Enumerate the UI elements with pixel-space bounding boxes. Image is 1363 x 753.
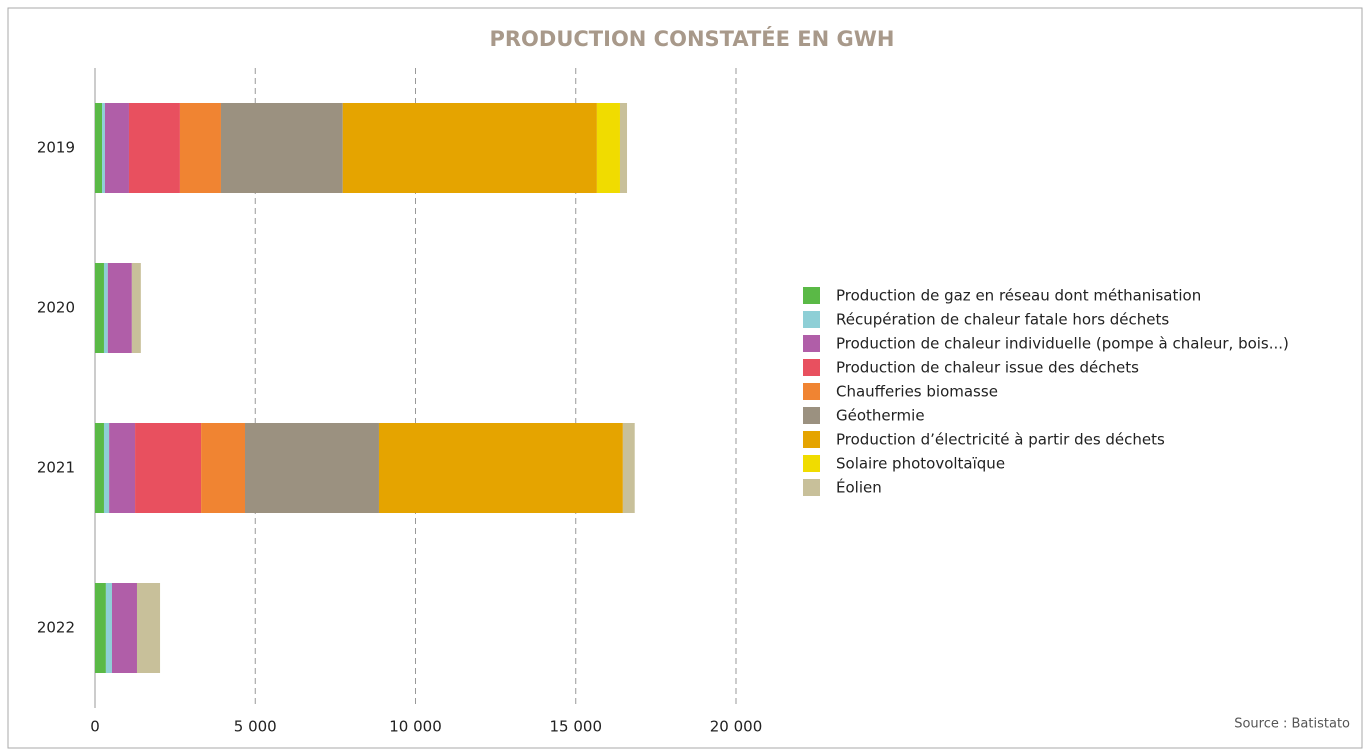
- y-tick-label: 2019: [37, 139, 75, 157]
- legend-swatch: [803, 311, 820, 328]
- x-tick-label: 10 000: [389, 718, 442, 736]
- bar-segment: [136, 583, 161, 673]
- bar-segment: [107, 263, 132, 353]
- bar-segment: [131, 263, 141, 353]
- bar-segment: [103, 423, 110, 513]
- x-tick-label: 20 000: [710, 718, 763, 736]
- chart-title: PRODUCTION CONSTATÉE EN GWH: [490, 26, 895, 51]
- bar-segment: [128, 103, 180, 193]
- legend-label: Production d’électricité à partir des dé…: [836, 431, 1165, 449]
- bar-segment: [95, 423, 104, 513]
- y-tick-label: 2021: [37, 459, 75, 477]
- frame: [7, 7, 1363, 749]
- bar-segment: [201, 423, 245, 513]
- bar-segment: [220, 103, 343, 193]
- bar-segment: [105, 583, 112, 673]
- bar-segment: [596, 103, 620, 193]
- legend-swatch: [803, 455, 820, 472]
- legend-swatch: [803, 335, 820, 352]
- y-tick-label: 2022: [37, 619, 75, 637]
- legend-label: Production de gaz en réseau dont méthani…: [836, 287, 1201, 305]
- x-tick-label: 5 000: [234, 718, 277, 736]
- bar-segment: [104, 103, 129, 193]
- x-tick-label: 15 000: [550, 718, 603, 736]
- legend-label: Production de chaleur individuelle (pomp…: [836, 335, 1289, 353]
- bar-segment: [95, 103, 103, 193]
- bar-segment: [111, 583, 137, 673]
- legend-label: Récupération de chaleur fatale hors déch…: [836, 311, 1169, 329]
- y-tick-label: 2020: [37, 299, 75, 317]
- legend-label: Géothermie: [836, 407, 925, 425]
- bar-segment: [135, 423, 202, 513]
- legend-label: Chaufferies biomasse: [836, 383, 998, 401]
- bar-segment: [342, 103, 597, 193]
- legend-swatch: [803, 431, 820, 448]
- legend-swatch: [803, 479, 820, 496]
- bar-segment: [179, 103, 221, 193]
- bar-segment: [95, 583, 106, 673]
- bar-segment: [95, 263, 104, 353]
- legend-label: Production de chaleur issue des déchets: [836, 359, 1139, 377]
- source: Source : Batistato: [1234, 717, 1350, 732]
- bar-segment: [102, 103, 105, 193]
- legend-label: Solaire photovoltaïque: [836, 455, 1005, 473]
- bar-segment: [378, 423, 623, 513]
- legend-swatch: [803, 359, 820, 376]
- bar-segment: [622, 423, 635, 513]
- legend-swatch: [803, 383, 820, 400]
- bar-segment: [103, 263, 108, 353]
- bar-segment: [244, 423, 379, 513]
- x-tick-label: 0: [90, 718, 100, 736]
- bar-segment: [109, 423, 136, 513]
- bar-segment: [619, 103, 628, 193]
- legend-swatch: [803, 407, 820, 424]
- legend-label: Éolien: [836, 478, 882, 497]
- legend-swatch: [803, 287, 820, 304]
